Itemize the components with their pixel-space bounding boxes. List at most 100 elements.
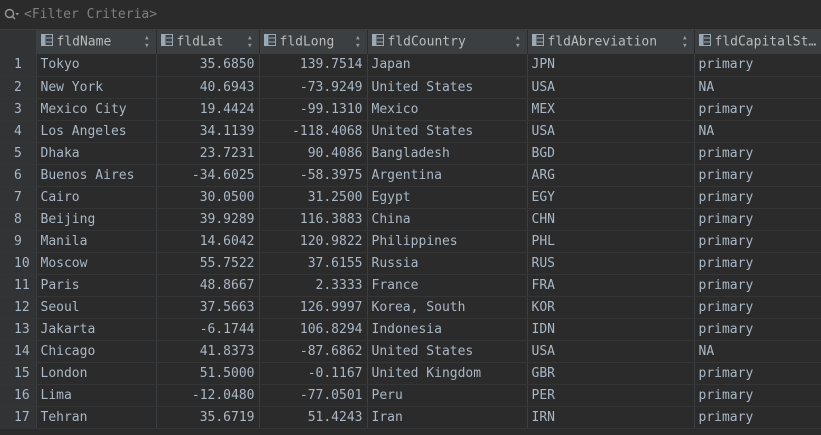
- cell-capital-status[interactable]: primary: [694, 296, 821, 319]
- cell-abbreviation[interactable]: MEX: [527, 98, 695, 121]
- table-row[interactable]: 14 Chicago 41.8373 -87.6862 United States USA…: [0, 340, 821, 363]
- cell-abbreviation[interactable]: FRA: [527, 274, 695, 297]
- row-number[interactable]: 10: [0, 252, 37, 275]
- cell-capital-status[interactable]: NA: [694, 120, 821, 143]
- cell-name[interactable]: Cairo: [36, 186, 157, 209]
- table-row[interactable]: 4 Los Angeles 34.1139 -118.4068 United State…: [0, 120, 821, 143]
- sort-toggle-icon[interactable]: ▴ ▾: [247, 33, 253, 51]
- table-row[interactable]: 9 Manila 14.6042 120.9822 Philippines PHL prim…: [0, 230, 821, 253]
- row-number[interactable]: 14: [0, 340, 37, 363]
- row-number[interactable]: 12: [0, 296, 37, 319]
- cell-long[interactable]: 2.3333: [259, 274, 368, 297]
- cell-lat[interactable]: 40.6943: [156, 76, 260, 99]
- table-row[interactable]: 11 Paris 48.8667 2.3333 France FRA primary: [0, 274, 821, 297]
- cell-abbreviation[interactable]: JPN: [527, 54, 695, 77]
- cell-name[interactable]: Mexico City: [36, 98, 157, 121]
- table-row[interactable]: 2 New York 40.6943 -73.9249 United States USA…: [0, 76, 821, 99]
- cell-country[interactable]: Bangladesh: [367, 142, 528, 165]
- cell-name[interactable]: Tehran: [36, 406, 157, 429]
- cell-name[interactable]: New York: [36, 76, 157, 99]
- cell-name[interactable]: Beijing: [36, 208, 157, 231]
- row-number[interactable]: 5: [0, 142, 37, 165]
- cell-long[interactable]: 90.4086: [259, 142, 368, 165]
- cell-name[interactable]: Dhaka: [36, 142, 157, 165]
- cell-country[interactable]: Korea, South: [367, 296, 528, 319]
- cell-lat[interactable]: 14.6042: [156, 230, 260, 253]
- cell-long[interactable]: 126.9997: [259, 296, 368, 319]
- column-header-fldcountry[interactable]: fldCountry ▴ ▾: [367, 30, 528, 54]
- table-row[interactable]: 8 Beijing 39.9289 116.3883 China CHN primary: [0, 208, 821, 231]
- row-number[interactable]: 7: [0, 186, 37, 209]
- cell-lat[interactable]: 39.9289: [156, 208, 260, 231]
- table-row[interactable]: 17 Tehran 35.6719 51.4243 Iran IRN primary: [0, 406, 821, 429]
- cell-country[interactable]: United Kingdom: [367, 362, 528, 385]
- column-header-fldlat[interactable]: fldLat ▴ ▾: [156, 30, 260, 54]
- cell-long[interactable]: -0.1167: [259, 362, 368, 385]
- cell-name[interactable]: Los Angeles: [36, 120, 157, 143]
- cell-capital-status[interactable]: primary: [694, 98, 821, 121]
- column-header-fldlong[interactable]: fldLong ▴ ▾: [259, 30, 368, 54]
- row-number[interactable]: 1: [0, 54, 37, 77]
- cell-lat[interactable]: -34.6025: [156, 164, 260, 187]
- cell-lat[interactable]: 30.0500: [156, 186, 260, 209]
- cell-lat[interactable]: 34.1139: [156, 120, 260, 143]
- cell-country[interactable]: Japan: [367, 54, 528, 77]
- row-number[interactable]: 15: [0, 362, 37, 385]
- cell-long[interactable]: -73.9249: [259, 76, 368, 99]
- cell-long[interactable]: -99.1310: [259, 98, 368, 121]
- column-header-fldcapitalstatus[interactable]: fldCapitalSt…: [694, 30, 821, 54]
- cell-lat[interactable]: 48.8667: [156, 274, 260, 297]
- cell-abbreviation[interactable]: BGD: [527, 142, 695, 165]
- row-number[interactable]: 11: [0, 274, 37, 297]
- cell-name[interactable]: Manila: [36, 230, 157, 253]
- cell-long[interactable]: -87.6862: [259, 340, 368, 363]
- cell-lat[interactable]: -12.0480: [156, 384, 260, 407]
- cell-abbreviation[interactable]: IRN: [527, 406, 695, 429]
- cell-name[interactable]: Seoul: [36, 296, 157, 319]
- cell-capital-status[interactable]: primary: [694, 164, 821, 187]
- row-number[interactable]: 2: [0, 76, 37, 99]
- table-row[interactable]: 16 Lima -12.0480 -77.0501 Peru PER primary: [0, 384, 821, 407]
- cell-country[interactable]: Peru: [367, 384, 528, 407]
- cell-capital-status[interactable]: primary: [694, 54, 821, 77]
- column-header-fldabreviation[interactable]: fldAbreviation ▴ ▾: [527, 30, 695, 54]
- row-number[interactable]: 6: [0, 164, 37, 187]
- cell-long[interactable]: 116.3883: [259, 208, 368, 231]
- cell-country[interactable]: Indonesia: [367, 318, 528, 341]
- table-row[interactable]: 1 Tokyo 35.6850 139.7514 Japan JPN primary: [0, 54, 821, 77]
- table-row[interactable]: 6 Buenos Aires -34.6025 -58.3975 Argentina AR…: [0, 164, 821, 187]
- row-number[interactable]: 4: [0, 120, 37, 143]
- cell-name[interactable]: Chicago: [36, 340, 157, 363]
- cell-country[interactable]: Mexico: [367, 98, 528, 121]
- cell-abbreviation[interactable]: USA: [527, 120, 695, 143]
- cell-capital-status[interactable]: primary: [694, 406, 821, 429]
- cell-country[interactable]: United States: [367, 76, 528, 99]
- cell-capital-status[interactable]: primary: [694, 230, 821, 253]
- cell-name[interactable]: Buenos Aires: [36, 164, 157, 187]
- cell-abbreviation[interactable]: EGY: [527, 186, 695, 209]
- cell-capital-status[interactable]: NA: [694, 340, 821, 363]
- cell-capital-status[interactable]: NA: [694, 76, 821, 99]
- cell-name[interactable]: Jakarta: [36, 318, 157, 341]
- cell-long[interactable]: 106.8294: [259, 318, 368, 341]
- column-header-fldname[interactable]: fldName ▴ ▾: [36, 30, 157, 54]
- row-number[interactable]: 3: [0, 98, 37, 121]
- filter-search-icon[interactable]: [4, 7, 22, 23]
- cell-lat[interactable]: 55.7522: [156, 252, 260, 275]
- row-number[interactable]: 17: [0, 406, 37, 429]
- table-row[interactable]: 5 Dhaka 23.7231 90.4086 Bangladesh BGD primary: [0, 142, 821, 165]
- cell-country[interactable]: United States: [367, 340, 528, 363]
- row-number[interactable]: 13: [0, 318, 37, 341]
- cell-name[interactable]: Tokyo: [36, 54, 157, 77]
- table-row[interactable]: 10 Moscow 55.7522 37.6155 Russia RUS primary: [0, 252, 821, 275]
- cell-lat[interactable]: -6.1744: [156, 318, 260, 341]
- cell-lat[interactable]: 19.4424: [156, 98, 260, 121]
- filter-criteria-input[interactable]: [22, 7, 806, 22]
- row-number[interactable]: 8: [0, 208, 37, 231]
- cell-name[interactable]: London: [36, 362, 157, 385]
- cell-country[interactable]: Iran: [367, 406, 528, 429]
- cell-long[interactable]: -118.4068: [259, 120, 368, 143]
- cell-lat[interactable]: 51.5000: [156, 362, 260, 385]
- cell-long[interactable]: 139.7514: [259, 54, 368, 77]
- cell-long[interactable]: -77.0501: [259, 384, 368, 407]
